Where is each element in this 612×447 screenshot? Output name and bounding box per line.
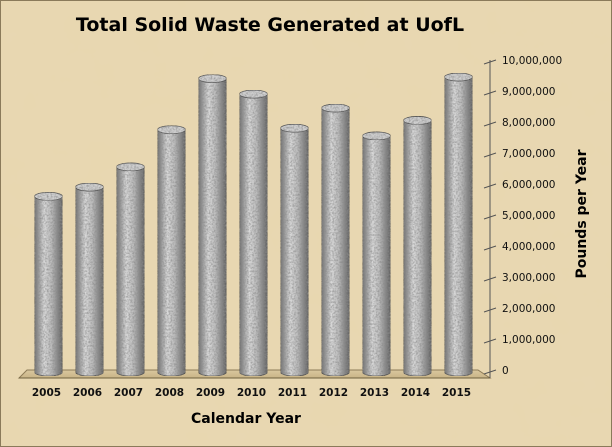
bar (239, 89, 268, 377)
bar (157, 125, 186, 377)
bar-cap (321, 103, 350, 113)
y-tick-label: 6,000,000 (502, 179, 555, 191)
y-tick-label: 8,000,000 (502, 117, 555, 129)
y-tick-label: 1,000,000 (502, 334, 555, 346)
x-tick-label: 2007 (114, 387, 143, 399)
bar-body (321, 107, 350, 377)
x-tick-label: 2010 (237, 387, 266, 399)
y-tick-mark (483, 307, 497, 313)
y-tick-mark (483, 183, 497, 189)
y-tick-label: 5,000,000 (502, 210, 555, 222)
x-tick-label: 2006 (73, 387, 102, 399)
y-axis: 0 1,000,000 2,000,000 3,000,000 4,000,000 5,0… (483, 55, 562, 378)
y-tick-label: 7,000,000 (502, 148, 555, 160)
y-tick-label: 10,000,000 (502, 55, 562, 67)
bar-cap (75, 182, 104, 192)
y-tick-mark (483, 152, 497, 158)
bar (280, 123, 309, 377)
y-tick-mark (483, 121, 497, 127)
bar-body (157, 129, 186, 377)
bar-body (362, 135, 391, 377)
x-tick-label: 2005 (32, 387, 61, 399)
x-tick-label: 2014 (401, 387, 430, 399)
bar-cap (362, 131, 391, 141)
bar (34, 191, 63, 377)
bar-cap (198, 74, 227, 83)
bar-cap (403, 116, 432, 125)
bar-cap (116, 162, 145, 172)
bar-cap (157, 125, 186, 135)
y-tick-label: 2,000,000 (502, 303, 555, 315)
y-tick-label: 3,000,000 (502, 272, 555, 284)
y-tick-label: 0 (502, 365, 509, 377)
y-tick-mark (483, 214, 497, 220)
bars (34, 72, 473, 377)
x-tick-label: 2012 (319, 387, 348, 399)
bar (116, 162, 145, 377)
bar-cap (444, 72, 473, 82)
bar (321, 103, 350, 377)
y-tick-mark (483, 369, 497, 375)
bar-body (239, 93, 268, 377)
x-axis: 2005 2006 2007 2008 2009 2010 2011 2012 2013 2014… (32, 387, 471, 399)
y-tick-mark (483, 59, 497, 65)
bar (75, 182, 104, 377)
x-tick-label: 2008 (155, 387, 184, 399)
bar-body (34, 196, 63, 377)
bar (362, 131, 391, 377)
bar (403, 116, 432, 377)
bar-body (198, 78, 227, 377)
x-axis-label: Calendar Year (191, 411, 301, 427)
y-tick-mark (483, 338, 497, 344)
bar-cap (34, 191, 63, 201)
bar-body (444, 76, 473, 377)
y-tick-label: 9,000,000 (502, 86, 555, 98)
y-axis-label: Pounds per Year (574, 149, 590, 278)
y-tick-mark (483, 90, 497, 96)
x-tick-label: 2013 (360, 387, 389, 399)
y-tick-label: 4,000,000 (502, 241, 555, 253)
bar-body (75, 186, 104, 377)
bar-cap (280, 123, 309, 133)
bar (444, 72, 473, 377)
y-tick-mark (483, 245, 497, 251)
bar-body (116, 166, 145, 377)
bar (198, 74, 227, 377)
bar-cap (239, 89, 268, 99)
chart-title: Total Solid Waste Generated at UofL (76, 14, 464, 36)
bar-body (403, 120, 432, 377)
x-tick-label: 2009 (196, 387, 225, 399)
bar-body (280, 127, 309, 377)
y-tick-mark (483, 276, 497, 282)
x-tick-label: 2011 (278, 387, 307, 399)
x-tick-label: 2015 (442, 387, 471, 399)
